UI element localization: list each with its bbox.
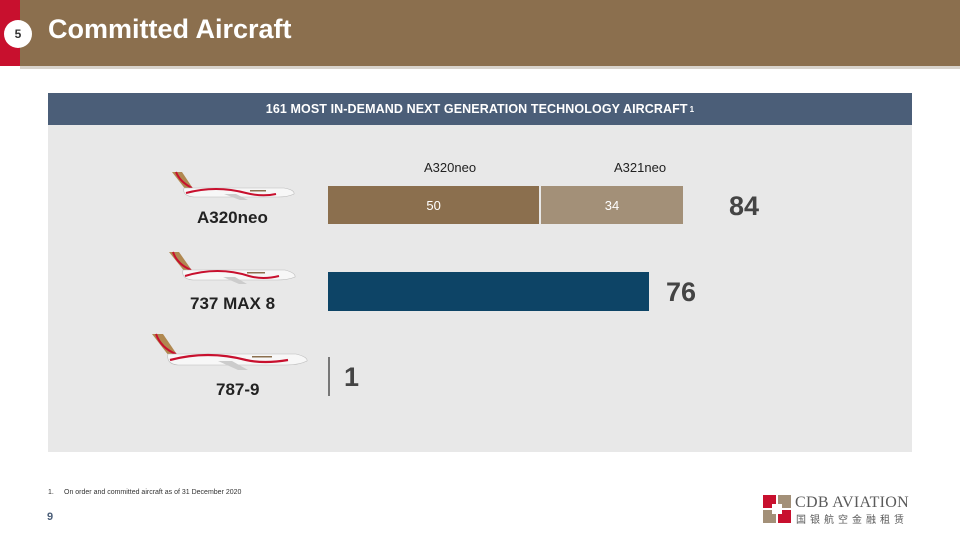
footnote-text: On order and committed aircraft as of 31…	[64, 489, 242, 496]
a320neo-aircraft-icon	[172, 171, 295, 200]
category-label-a320neo: A320neo	[197, 208, 268, 227]
total-label-a320-family: 84	[729, 191, 760, 221]
section-badge: 5	[4, 20, 32, 48]
panel-header-footnote-mark: 1	[689, 104, 695, 114]
bar-segment-a321neo: 34	[541, 186, 683, 224]
page-number: 9	[47, 511, 54, 523]
787-9-aircraft-icon	[152, 333, 308, 370]
bar-segment-a320neo: 50	[328, 186, 540, 224]
column-header-a321neo: A321neo	[614, 160, 667, 175]
cdb-aviation-logo-icon	[763, 495, 791, 523]
footnote-number: 1.	[48, 489, 54, 496]
bar-segment-787-9	[328, 357, 330, 396]
column-header-a320neo: A320neo	[424, 160, 477, 175]
data-label-a320neo: 50	[426, 197, 441, 213]
total-label-737-max-8: 76	[666, 277, 697, 307]
category-label-787-9: 787-9	[216, 380, 260, 399]
category-label-737-max-8: 737 MAX 8	[190, 294, 276, 313]
737-max-8-aircraft-icon	[169, 251, 296, 284]
title-divider	[20, 66, 960, 69]
bar-segment-737-max-8	[328, 272, 649, 311]
panel-header: 161 MOST IN-DEMAND NEXT GENERATION TECHN…	[48, 93, 912, 125]
logo-chinese-name: 国银航空金融租赁	[796, 515, 908, 526]
panel-header-text: 161 MOST IN-DEMAND NEXT GENERATION TECHN…	[265, 102, 688, 116]
title-bar	[0, 0, 960, 66]
logo-wordmark: CDB AVIATION	[795, 494, 909, 511]
page-title: Committed Aircraft	[48, 14, 292, 44]
total-label-787-9: 1	[344, 362, 360, 392]
data-label-a321neo: 34	[604, 197, 620, 213]
